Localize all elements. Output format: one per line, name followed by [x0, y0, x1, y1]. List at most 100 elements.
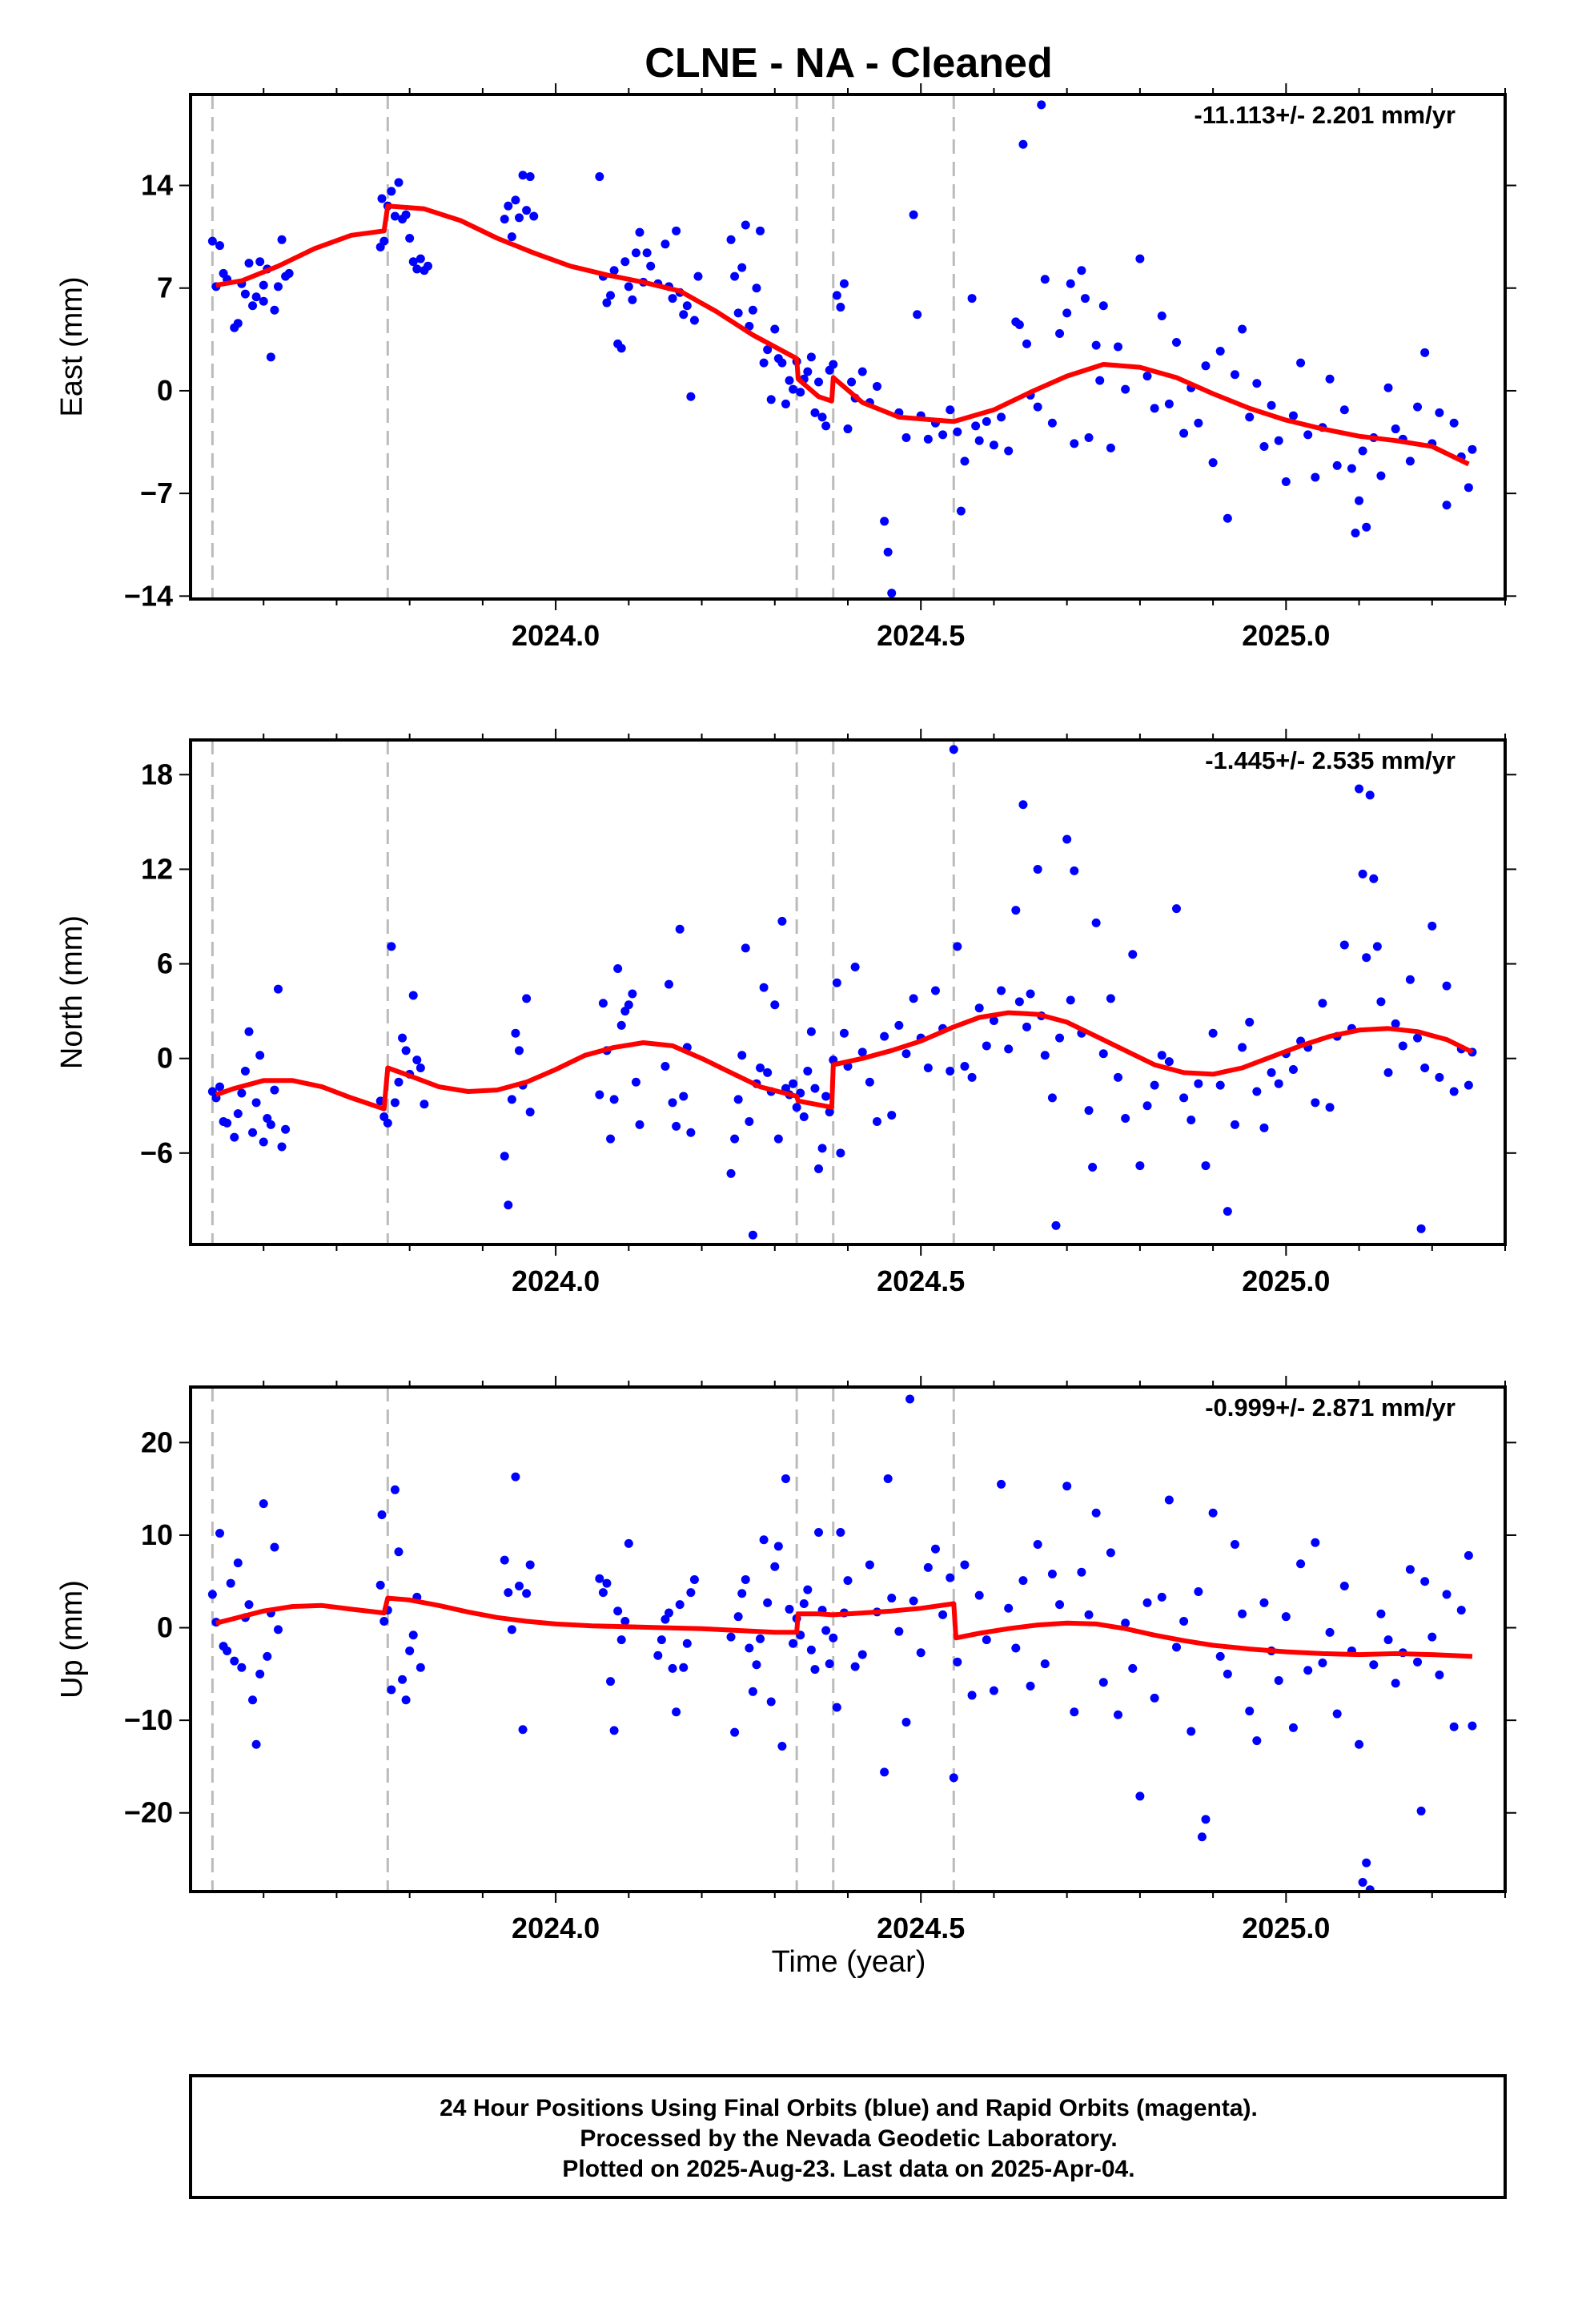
data-point-east: [971, 421, 981, 431]
data-point-north: [624, 1000, 633, 1010]
data-point-up: [843, 1576, 853, 1586]
data-point-north: [1070, 866, 1079, 875]
data-point-up: [1135, 1791, 1145, 1801]
data-point-north: [946, 1066, 955, 1076]
data-point-east: [806, 352, 816, 362]
data-point-up: [832, 1703, 841, 1712]
data-point-north: [616, 1020, 626, 1030]
data-point-north: [675, 924, 685, 934]
data-point-up: [1018, 1576, 1028, 1586]
data-point-east: [810, 408, 820, 417]
data-point-east: [266, 352, 275, 362]
data-point-north: [901, 1049, 911, 1059]
data-point-north: [748, 1230, 757, 1240]
data-point-up: [1416, 1806, 1426, 1815]
data-point-north: [665, 979, 674, 989]
data-point-east: [240, 289, 250, 299]
data-point-east: [1070, 439, 1079, 448]
data-point-north: [1449, 1087, 1459, 1096]
y-tick-label-up: −20: [124, 1796, 173, 1829]
data-point-up: [737, 1589, 747, 1598]
data-point-east: [609, 266, 619, 275]
data-point-north: [1004, 1044, 1014, 1054]
data-point-east: [1405, 456, 1415, 466]
data-point-up: [953, 1657, 962, 1667]
data-point-up: [1369, 1660, 1379, 1670]
data-point-north: [953, 942, 962, 951]
data-point-east: [500, 215, 509, 224]
data-point-up: [1040, 1659, 1050, 1669]
data-point-up: [1197, 1832, 1207, 1842]
data-point-east: [847, 377, 857, 387]
data-point-east: [1383, 383, 1393, 392]
data-point-up: [806, 1645, 816, 1655]
data-point-up: [689, 1574, 699, 1584]
data-point-north: [1084, 1106, 1094, 1116]
data-point-north: [628, 989, 637, 999]
data-point-up: [263, 1651, 272, 1661]
data-point-up: [829, 1633, 838, 1642]
data-point-east: [646, 261, 656, 271]
data-point-up: [1121, 1618, 1130, 1628]
data-point-east: [248, 301, 258, 311]
data-point-north: [244, 1027, 254, 1036]
data-point-east: [390, 211, 400, 221]
data-point-up: [883, 1474, 893, 1483]
data-point-east: [989, 440, 998, 450]
y-tick-label-east: −7: [140, 476, 173, 509]
data-point-up: [1383, 1635, 1393, 1645]
data-point-east: [606, 291, 616, 300]
data-point-north: [500, 1152, 509, 1161]
data-point-north: [1358, 869, 1367, 879]
data-point-up: [905, 1394, 915, 1404]
data-point-up: [1157, 1592, 1166, 1602]
data-point-up: [665, 1608, 674, 1618]
data-point-north: [930, 986, 940, 995]
data-point-up: [1252, 1736, 1262, 1746]
data-point-north: [1416, 1224, 1426, 1233]
data-point-east: [1022, 339, 1031, 348]
data-point-east: [668, 294, 677, 304]
data-point-up: [1062, 1482, 1072, 1491]
data-point-north: [894, 1020, 904, 1030]
data-point-east: [796, 388, 805, 397]
data-point-north: [1142, 1101, 1152, 1111]
data-point-east: [511, 195, 520, 205]
data-point-east: [423, 261, 432, 271]
data-point-up: [1011, 1643, 1021, 1653]
data-point-east: [1449, 418, 1459, 428]
data-point-east: [1339, 405, 1349, 415]
data-point-up: [773, 1542, 783, 1551]
data-point-up: [1106, 1548, 1115, 1558]
data-point-up: [511, 1472, 520, 1482]
data-point-up: [387, 1685, 396, 1695]
data-point-east: [661, 239, 670, 249]
data-point-up: [230, 1656, 239, 1666]
data-point-north: [756, 1063, 765, 1072]
x-tick-label-east: 2025.0: [1242, 619, 1330, 652]
data-point-up: [1464, 1550, 1473, 1560]
data-point-north: [1365, 790, 1375, 800]
data-point-north: [759, 983, 769, 992]
data-point-north: [1114, 1072, 1123, 1082]
data-point-north: [215, 1082, 224, 1092]
data-point-up: [1362, 1858, 1371, 1868]
y-tick-label-east: 0: [157, 374, 173, 407]
data-point-north: [789, 1079, 798, 1088]
data-point-up: [377, 1510, 387, 1520]
data-point-east: [616, 344, 626, 353]
rate-label-up: -0.999+/- 2.871 mm/yr: [1205, 1393, 1456, 1421]
data-point-up: [682, 1638, 692, 1648]
data-point-east: [967, 294, 977, 304]
data-point-up: [1179, 1616, 1189, 1626]
data-point-up: [781, 1474, 790, 1483]
data-point-up: [789, 1638, 798, 1648]
data-point-north: [1186, 1115, 1196, 1124]
data-point-up: [1427, 1632, 1437, 1642]
y-axis-label-up: Up (mm): [55, 1580, 89, 1699]
data-point-north: [1372, 942, 1382, 951]
plot-area-up: [207, 1387, 1477, 1892]
data-point-up: [997, 1479, 1006, 1489]
data-point-north: [872, 1116, 881, 1126]
data-point-north: [997, 986, 1006, 995]
